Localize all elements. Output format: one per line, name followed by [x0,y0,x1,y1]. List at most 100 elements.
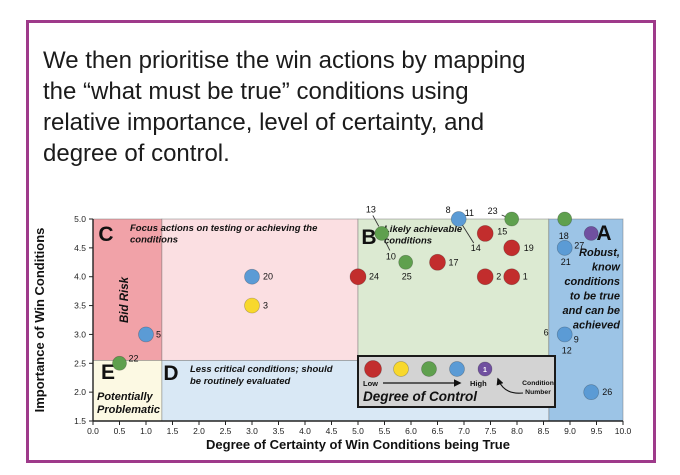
condition-point-22: 22 [112,353,139,371]
x-axis-title: Degree of Certainty of Win Conditions be… [206,437,510,452]
region-E [92,359,163,422]
condition-number-label: 9 [574,334,579,344]
condition-dot [244,297,260,314]
x-tick-label: 0.5 [114,426,126,436]
svg-text:conditions: conditions [130,235,178,246]
legend-sample-number: 1 [483,367,487,374]
annotation-letter-C: C [98,223,113,246]
condition-dot [450,211,467,227]
svg-text:Less critical conditions; shou: Less critical conditions; should [190,364,333,375]
x-tick-label: 5.5 [379,426,391,436]
condition-number-label: 27 [574,240,584,250]
annotation-note-bid-risk: Bid Risk [119,276,131,323]
condition-point-5: 5 [138,326,161,343]
condition-number-label: 8 [446,205,451,215]
condition-point-23: 23 [488,206,520,227]
condition-number-label: 13 [366,204,376,214]
annotation-note-robust: Robust, know conditions to be true and can b… [563,247,622,332]
legend-dot-green [421,361,437,377]
x-tick-label: 8.5 [538,426,550,436]
condition-dot [503,268,521,286]
legend-title: Degree of Control [363,389,477,404]
condition-number-label: 11 [465,208,474,218]
condition-dot [583,384,600,400]
condition-number-label: 3 [263,301,268,311]
condition-point-17: 17 [429,253,459,271]
condition-number-label: 26 [602,387,612,397]
condition-dot [398,254,414,270]
x-tick-label: 1.5 [167,426,179,436]
condition-number-label: 6 [544,327,549,337]
svg-text:B: B [361,226,376,249]
condition-point-8-11-14: 8 11 14 [446,205,481,253]
condition-number-label: 21 [561,257,571,267]
svg-text:Bid Risk: Bid Risk [119,276,131,323]
svg-text:conditions: conditions [564,276,620,288]
svg-text:achieved: achieved [573,320,620,332]
condition-dot [112,355,127,371]
label-callout-line [461,223,475,244]
condition-point-2: 2 [476,268,501,286]
region-C-main [161,218,359,361]
legend-dot-purple [477,361,493,377]
x-tick-label: 7.0 [458,426,470,436]
condition-number-label: 1 [523,272,528,282]
condition-dot [476,268,494,286]
annotation-letter-B: B [361,226,376,249]
svg-text:to be true: to be true [570,291,620,303]
x-tick-label: 3.5 [273,426,285,436]
svg-text:know: know [592,262,622,274]
svg-text:conditions: conditions [384,236,432,247]
condition-dot [557,211,573,227]
label-callout-line [372,215,380,227]
condition-point-1: 1 [503,268,528,286]
y-tick-label: 5.0 [74,214,86,224]
svg-text:C: C [98,223,113,246]
legend-low-label: Low [363,379,378,388]
x-tick-label: 7.5 [485,426,497,436]
condition-point-27: 27 [574,226,599,250]
svg-text:Robust,: Robust, [579,247,620,259]
y-tick-label: 3.5 [74,301,86,311]
condition-point-20: 20 [244,268,273,285]
x-tick-label: 4.0 [299,426,311,436]
svg-text:Potentially: Potentially [97,391,154,403]
legend-dot-blue [449,361,465,377]
condition-dot [138,326,154,343]
y-tick-label: 2.5 [74,358,86,368]
x-tick-label: 2.5 [220,426,232,436]
condition-dot [349,268,367,286]
x-tick-label: 4.5 [326,426,338,436]
x-tick-label: 10.0 [615,426,632,436]
condition-dot [583,226,599,241]
condition-dot [374,226,390,241]
x-tick-label: 3.0 [246,426,258,436]
condition-number-label: 24 [369,272,379,282]
condition-point-21: 21 [556,240,573,267]
x-tick-label: 1.0 [140,426,152,436]
condition-point-13-10: 13 10 [366,204,396,261]
condition-number-label: 17 [449,257,459,267]
y-tick-label: 3.0 [74,329,86,339]
svg-text:Focus actions on testing or ac: Focus actions on testing or achieving th… [130,223,318,234]
x-tick-label: 2.0 [193,426,205,436]
condition-number-label: 19 [524,243,534,253]
condition-number-label: 20 [263,272,273,282]
legend-high-label: High [470,379,487,388]
y-tick-label: 1.5 [74,416,86,426]
condition-number-label: 12 [562,345,572,355]
legend-dot-red [364,360,382,378]
x-tick-label: 6.5 [432,426,444,436]
annotation-letter-D: D [163,362,178,385]
condition-point-6-9-12: 6 912 [544,326,579,355]
label-callout-line [384,240,391,251]
svg-text:A: A [596,222,611,245]
condition-dot [556,326,573,343]
x-tick-label: 8.0 [511,426,523,436]
